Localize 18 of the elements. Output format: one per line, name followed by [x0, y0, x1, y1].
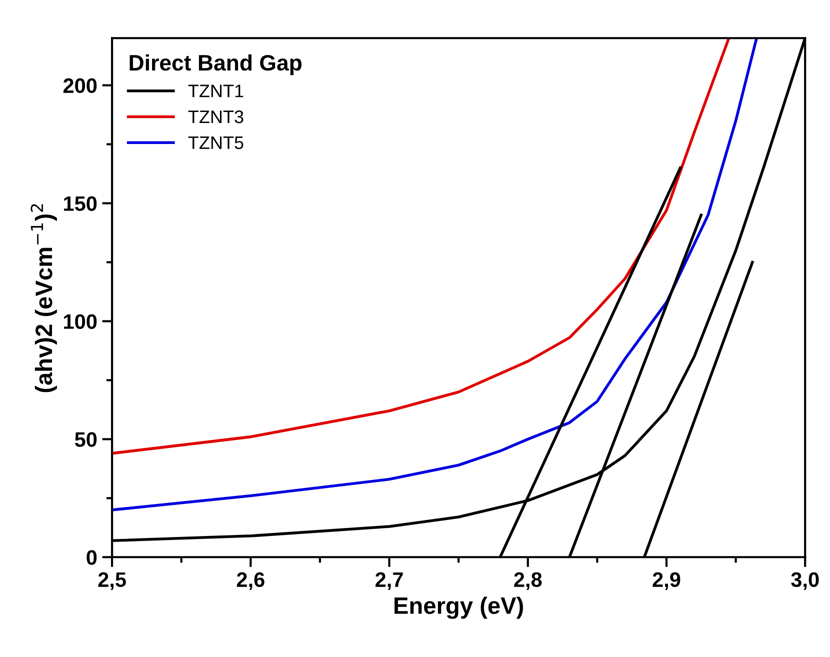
x-tick-label: 3,0	[791, 572, 819, 590]
y-tick-label: 100	[64, 314, 97, 329]
x-tick-label: 2,9	[652, 572, 680, 590]
legend-title: Direct Band Gap	[130, 54, 302, 76]
x-tick-label: 2,5	[98, 572, 126, 590]
x-tick-label: 2,8	[514, 572, 542, 590]
y-tick-label: 200	[63, 78, 97, 94]
y-axis-title: (ahv)2 (eVcm$^{−1}$)$^{2}$	[30, 204, 57, 392]
x-tick-label: 2,7	[376, 572, 403, 590]
legend-label: TZNT3	[188, 110, 244, 124]
y-tick-label: 0	[86, 550, 97, 565]
y-tick-label: 50	[74, 432, 97, 447]
line-series	[112, 38, 730, 455]
legend-label: TZNT1	[188, 84, 244, 98]
x-tick-label: 2,6	[236, 572, 264, 590]
legend-label: TZNT5	[188, 136, 244, 150]
y-tick-label: 150	[64, 196, 97, 212]
x-axis-title: Energy (eV)	[394, 596, 524, 619]
